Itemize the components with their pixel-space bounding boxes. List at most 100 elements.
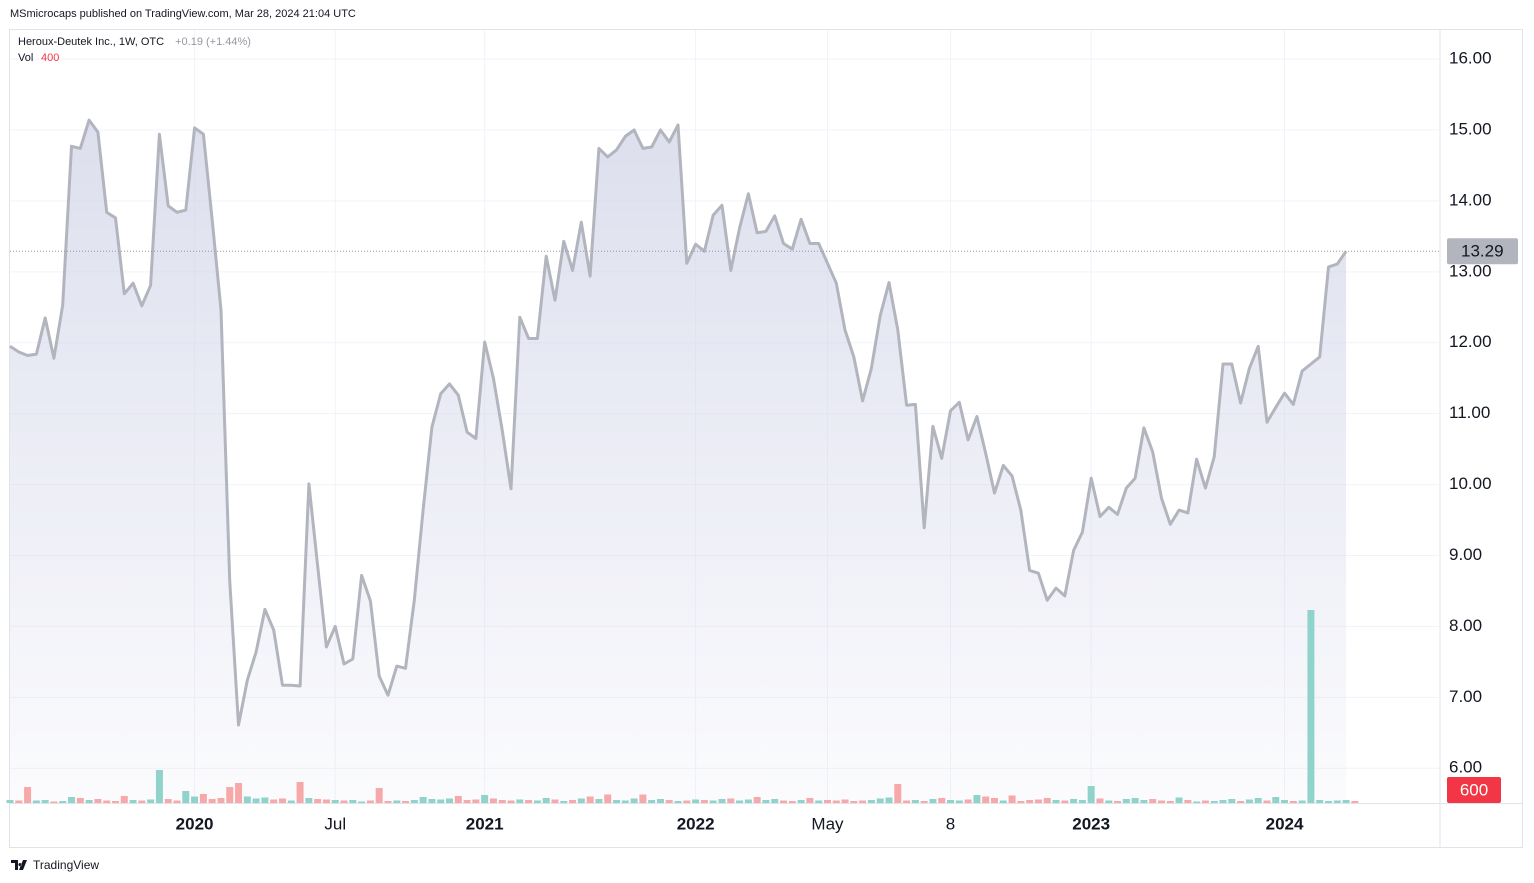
last-volume-label: 600	[1460, 780, 1488, 799]
volume-bar	[68, 797, 76, 803]
volume-bar	[120, 796, 128, 803]
volume-bar	[1149, 799, 1157, 803]
volume-bar	[1087, 786, 1095, 803]
plot-area	[9, 118, 1440, 804]
volume-name: Vol	[18, 52, 33, 64]
volume-bar	[349, 800, 357, 803]
volume-bar	[24, 787, 32, 803]
volume-bar	[516, 799, 524, 803]
volume-bar	[586, 796, 594, 803]
volume-bar	[525, 800, 533, 803]
volume-bar	[340, 800, 348, 803]
volume-bar	[885, 797, 893, 803]
volume-bar	[1096, 798, 1104, 803]
last-volume: 400	[41, 52, 59, 64]
volume-bar	[639, 794, 647, 803]
volume-bar	[1342, 800, 1350, 803]
y-tick-label: 7.00	[1449, 687, 1482, 706]
volume-bar	[489, 798, 497, 803]
volume-bar	[1166, 801, 1174, 803]
volume-bar	[428, 799, 436, 803]
volume-bar	[147, 799, 155, 803]
chart-frame	[9, 29, 1523, 848]
volume-bar	[1140, 800, 1148, 803]
volume-bar	[604, 794, 612, 803]
volume-bar	[859, 800, 867, 803]
y-tick-label: 10.00	[1449, 474, 1492, 493]
volume-bar	[322, 799, 330, 803]
volume-bar	[296, 782, 304, 803]
volume-bar	[507, 800, 515, 803]
volume-bar	[1043, 798, 1051, 803]
volume-bar	[1122, 799, 1130, 803]
volume-bar	[1298, 800, 1306, 803]
volume-bar	[533, 800, 541, 803]
volume-bar	[85, 800, 93, 803]
x-tick-label: 2022	[677, 814, 715, 833]
volume-bar	[446, 798, 453, 803]
volume-bar	[551, 799, 559, 803]
volume-bar	[402, 801, 410, 803]
volume-bar	[437, 799, 445, 803]
volume-bar	[542, 798, 550, 803]
volume-bar	[472, 799, 480, 803]
volume-bar	[155, 770, 163, 803]
symbol-name: Heroux-Deutek Inc., 1W, OTC	[18, 36, 164, 48]
axes: 6.00 7.00 8.00 9.00 10.00 11.00 12.00 13.00 14.0…	[176, 49, 1518, 833]
volume-bar	[683, 800, 691, 803]
volume-bar	[744, 799, 752, 803]
volume-bar	[1316, 800, 1324, 803]
volume-bar	[103, 800, 111, 803]
volume-bar	[1061, 800, 1069, 803]
volume-bar	[665, 800, 673, 803]
x-tick-label: 2024	[1266, 814, 1304, 833]
brand: TradingView	[11, 858, 99, 872]
volume-bar	[1184, 800, 1192, 803]
y-tick-label: 16.00	[1449, 49, 1492, 68]
volume-bar	[419, 797, 427, 803]
x-tick-label: 2020	[176, 814, 214, 833]
x-tick-label: Jul	[324, 814, 346, 833]
published-note: MSmicrocaps published on TradingView.com…	[10, 8, 356, 20]
volume-bar	[973, 795, 981, 803]
legend: Heroux-Deutek Inc., 1W, OTC +0.19 (+1.44…	[18, 36, 251, 64]
volume-bar	[595, 799, 603, 803]
volume-bar	[129, 800, 137, 803]
volume-bar	[270, 799, 278, 803]
volume-bar	[929, 799, 937, 803]
volume-bar	[1351, 801, 1359, 803]
volume-bar	[947, 800, 955, 803]
volume-bar	[806, 798, 814, 803]
volume-bar	[50, 801, 58, 803]
last-volume-box	[1447, 777, 1501, 803]
volume-bar	[656, 799, 664, 803]
price-area	[10, 120, 1347, 804]
volume-bar	[692, 799, 700, 803]
volume-bar	[1078, 800, 1086, 803]
volume-bar	[208, 799, 216, 803]
volume-bar	[226, 787, 234, 803]
volume-bar	[384, 801, 392, 803]
volume-bar	[920, 801, 928, 803]
volume-bar	[76, 798, 84, 803]
volume-bar	[454, 796, 462, 803]
y-tick-label: 12.00	[1449, 332, 1492, 351]
volume-bar	[59, 801, 67, 803]
volume-bar	[569, 800, 577, 803]
volume-bar	[771, 799, 779, 803]
volume-bar	[780, 800, 788, 803]
volume-bar	[797, 800, 805, 803]
volume-bar	[1008, 795, 1016, 803]
volume-bar	[630, 798, 638, 803]
volume-bar	[850, 801, 858, 803]
volume-bar	[841, 799, 849, 803]
volume-bar	[182, 791, 190, 803]
volume-bar	[1034, 799, 1042, 803]
volume-bar	[173, 800, 181, 803]
volume-bar	[1325, 801, 1332, 803]
volume-bar	[6, 800, 14, 803]
volume-bar	[191, 796, 199, 803]
volume-bar	[463, 800, 471, 803]
volume-bar	[235, 783, 243, 803]
volume-bar	[1237, 801, 1245, 803]
